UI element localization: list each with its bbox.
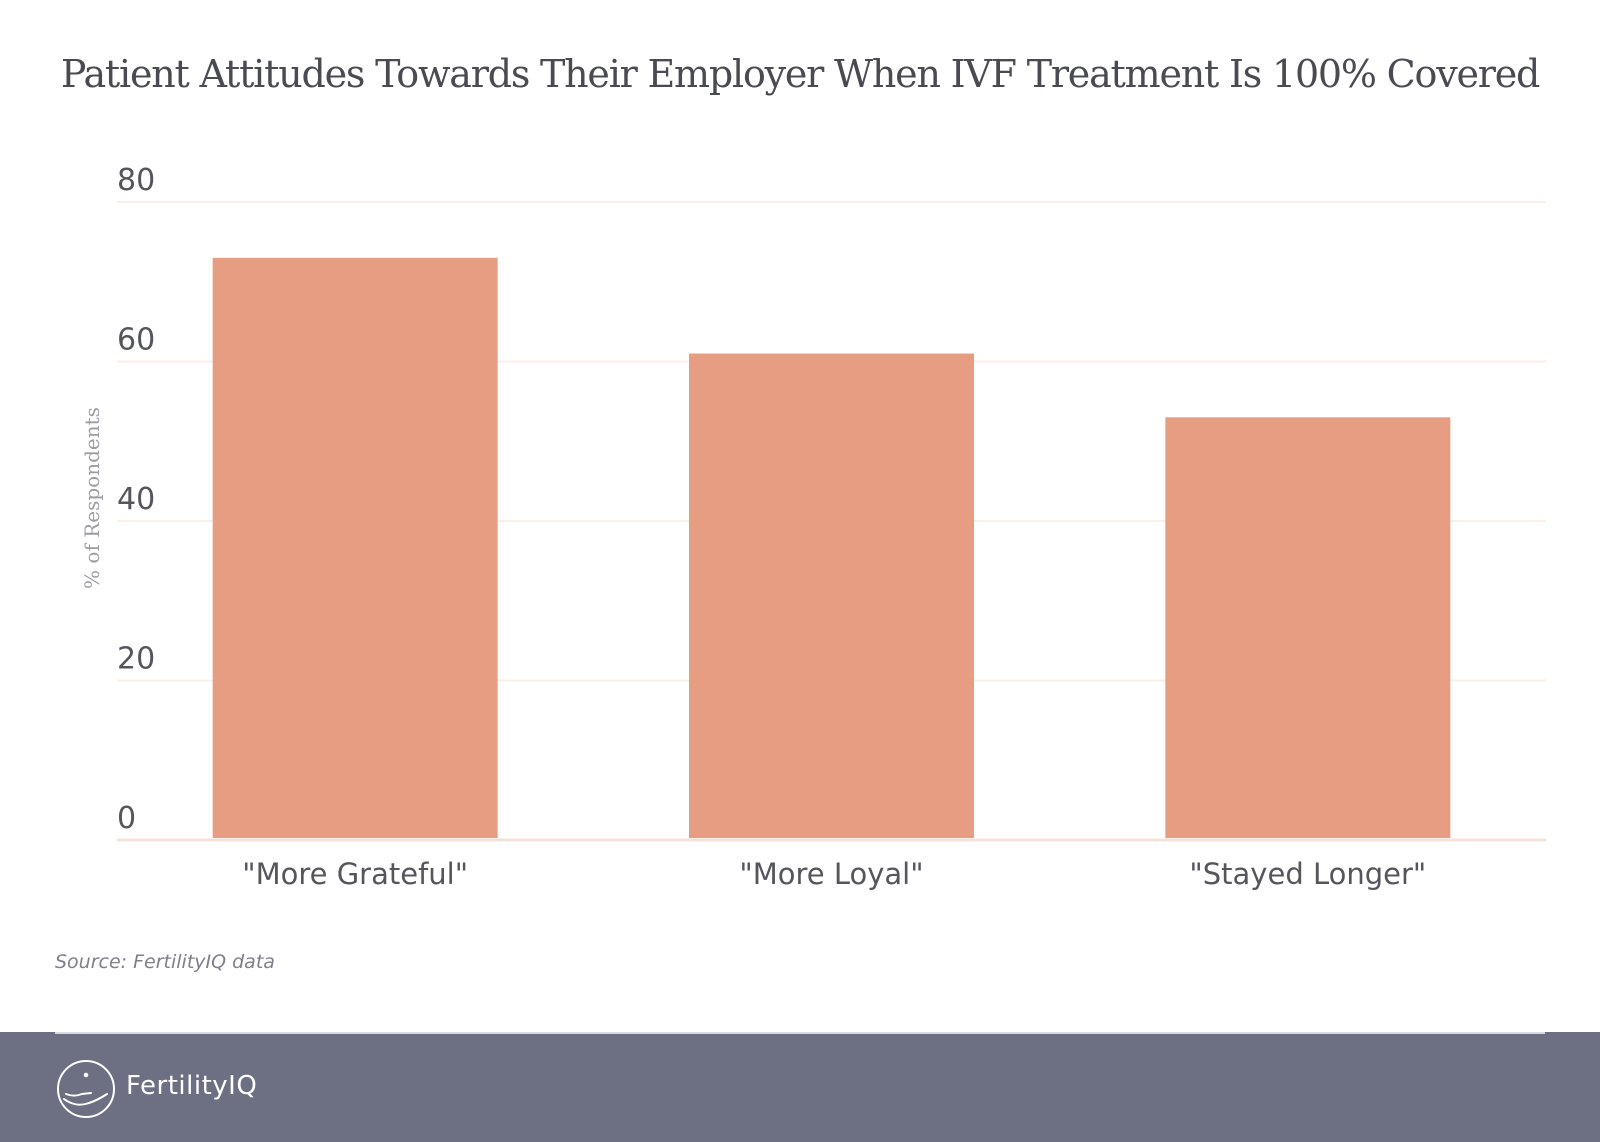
footer-bar — [0, 1032, 1600, 1142]
bar-chart: 0 20 40 60 80 "More Grateful" "More Loyal" "St… — [80, 163, 1546, 891]
source-note: Source: FertilityIQ data — [55, 951, 275, 973]
y-tick-label: 60 — [117, 323, 155, 358]
bar — [212, 257, 498, 838]
brand-name: FertilityIQ — [126, 1071, 258, 1101]
hand-holding-circle-icon — [57, 1060, 115, 1118]
y-tick-label: 20 — [117, 642, 155, 677]
bar — [689, 353, 974, 838]
y-tick-label: 40 — [117, 482, 155, 517]
y-tick-label: 0 — [117, 801, 136, 836]
category-label: "Stayed Longer" — [1189, 857, 1426, 891]
footer-divider — [55, 1032, 1545, 1034]
y-axis-label: % of Respondents — [80, 407, 104, 589]
bar — [1165, 417, 1451, 838]
y-tick-label: 80 — [117, 163, 155, 198]
category-label: "More Grateful" — [242, 857, 468, 891]
category-labels: "More Grateful" "More Loyal" "Stayed Longe… — [242, 857, 1426, 891]
category-label: "More Loyal" — [739, 857, 923, 891]
y-tick-labels: 0 20 40 60 80 — [117, 163, 155, 836]
chart-title: Patient Attitudes Towards Their Employer… — [60, 52, 1541, 96]
bars — [212, 257, 1451, 838]
